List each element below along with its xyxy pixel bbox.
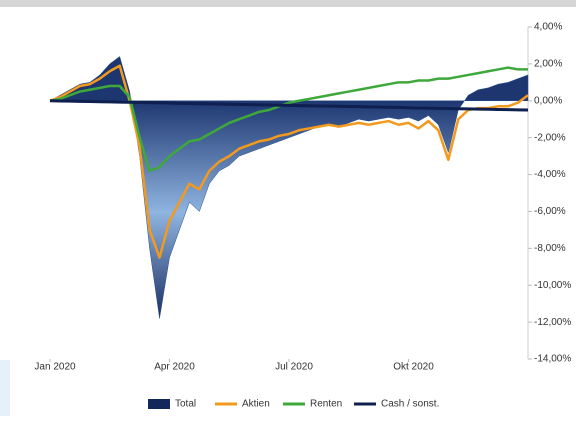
y-tick-label: -10,00% <box>534 280 571 291</box>
series-line <box>49 66 528 173</box>
legend-swatch <box>148 399 170 409</box>
y-tick-label: 4,00% <box>534 22 562 33</box>
y-tick-label: -2,00% <box>534 132 566 143</box>
legend-label: Aktien <box>242 399 270 410</box>
y-tick-label: -6,00% <box>534 206 566 217</box>
x-tick-label: Okt 2020 <box>393 362 434 373</box>
y-tick-label: -14,00% <box>534 354 571 365</box>
side-strip <box>0 360 10 416</box>
y-tick-label: -8,00% <box>534 243 566 254</box>
legend: Total Aktien Renten Cash / sonst. <box>148 399 439 410</box>
plot-area <box>49 56 529 319</box>
y-tick-label: 0,00% <box>534 95 562 106</box>
top-band <box>0 0 576 7</box>
legend-label: Cash / sonst. <box>381 399 439 410</box>
legend-label: Total <box>175 399 196 410</box>
x-tick-label: Jul 2020 <box>275 362 313 373</box>
series-line <box>49 99 529 112</box>
x-tick-label: Jan 2020 <box>34 362 76 373</box>
total-area <box>49 56 529 319</box>
y-tick-label: 2,00% <box>534 59 562 70</box>
y-tick-label: -12,00% <box>534 317 571 328</box>
x-tick-label: Apr 2020 <box>154 362 195 373</box>
y-tick-label: -4,00% <box>534 169 566 180</box>
legend-label: Renten <box>310 399 342 410</box>
